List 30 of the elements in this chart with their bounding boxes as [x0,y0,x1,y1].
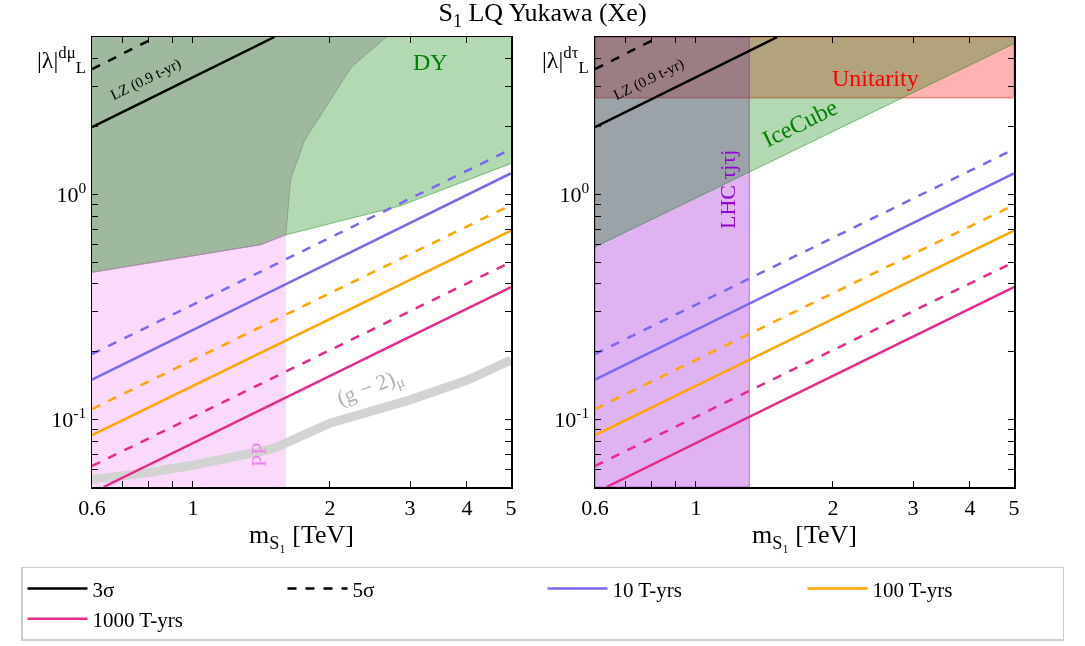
x-tick-label: 4 [964,494,976,520]
annotation: LHC τjτj [715,149,740,229]
annotation: Unitarity [832,65,919,91]
x-tick-label: 3 [907,494,919,520]
x-tick-label: 5 [505,494,517,520]
x-axis-title: m$_{S₁}$ [TeV] [249,520,354,553]
legend-label: 1000 T-yrs [92,607,183,632]
x-tick-label: 1 [690,494,702,520]
chart-title: S$_{1}$ LQ Yukawa (Xe) [438,0,647,31]
legend-label: 10 T-yrs [612,577,682,602]
x-tick-label: 0.6 [581,494,609,520]
y-tick-label: 10$^{0}$ [559,178,590,207]
x-tick-label: 2 [827,494,839,520]
x-tick-label: 4 [461,494,473,520]
x-tick-label: 0.6 [78,494,106,520]
legend-label: 100 T-yrs [872,577,953,602]
annotation: DY [413,49,448,75]
legend-label: 3σ [92,577,115,602]
x-tick-label: 3 [404,494,416,520]
x-axis-title: m$_{S₁}$ [TeV] [752,520,857,553]
x-tick-label: 5 [1008,494,1020,520]
annotation: LZ (0.9 t-yr) [610,55,687,104]
y-tick-label: 10$^{-1}$ [51,403,87,432]
y-tick-label: 10$^{-1}$ [554,403,590,432]
y-tick-label: 10$^{0}$ [56,178,87,207]
annotation: LZ (0.9 t-yr) [107,55,184,104]
annotation: PP [246,442,271,467]
x-tick-label: 2 [324,494,336,520]
x-tick-label: 1 [187,494,199,520]
legend-label: 5σ [352,577,375,602]
